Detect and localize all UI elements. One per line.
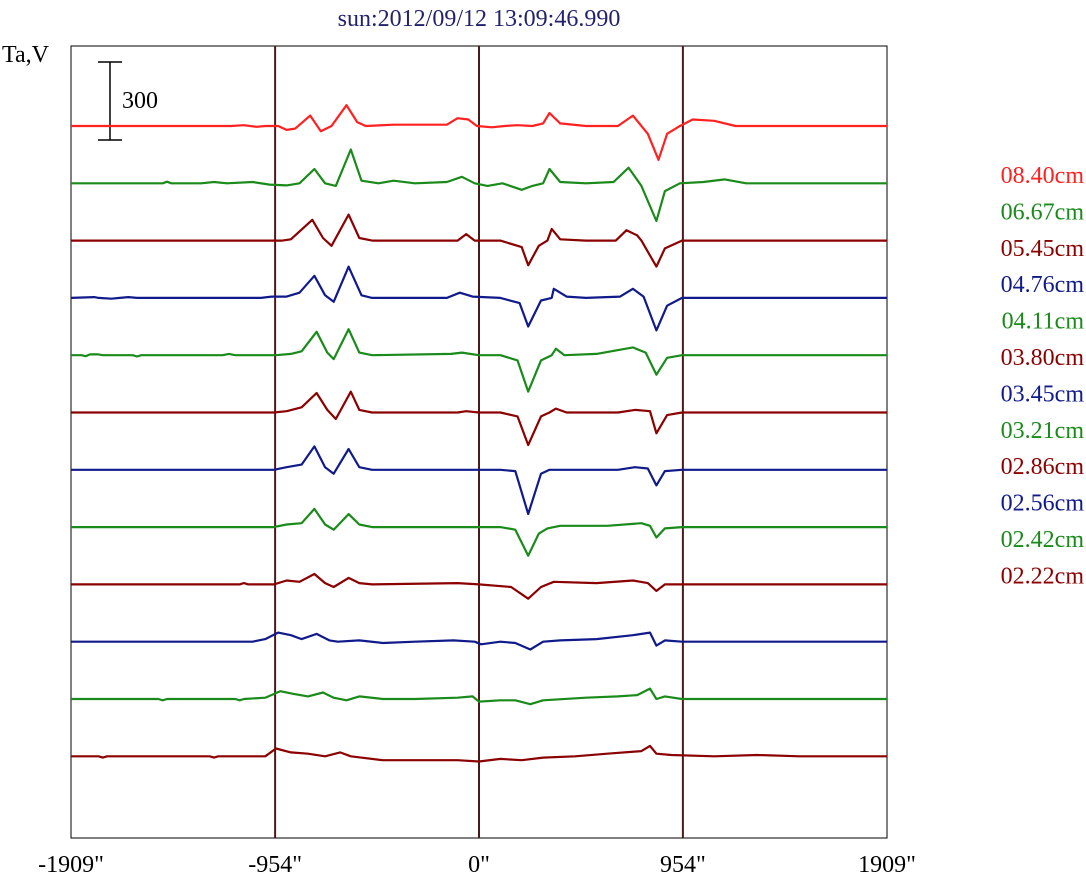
series-line-02.42cm xyxy=(71,687,887,706)
series-line-04.11cm xyxy=(71,328,887,393)
x-tick-labels: -1909" -954" 0" 954" 1909" xyxy=(38,852,916,878)
legend: 08.40cm 06.67cm 05.45cm 04.76cm 04.11cm 03.80… xyxy=(1001,163,1085,589)
scale-bar: 300 xyxy=(98,61,158,141)
legend-entry-5: 03.80cm xyxy=(1001,345,1085,371)
legend-entry-7: 03.21cm xyxy=(1001,418,1085,444)
series-traces xyxy=(70,104,887,763)
x-tick-label-4: 1909" xyxy=(858,852,916,878)
legend-entry-10: 02.42cm xyxy=(1001,527,1085,553)
x-tick-label-1: -954" xyxy=(248,852,302,878)
legend-entry-4: 04.11cm xyxy=(1002,309,1085,335)
x-tick-label-2: 0" xyxy=(468,852,490,878)
x-tick-label-0: -1909" xyxy=(38,852,104,878)
legend-entry-0: 08.40cm xyxy=(1001,163,1085,189)
series-line-05.45cm xyxy=(71,213,887,268)
series-line-03.80cm xyxy=(71,390,887,447)
series-line-04.76cm xyxy=(70,265,887,332)
legend-entry-6: 03.45cm xyxy=(1001,381,1085,407)
legend-entry-11: 02.22cm xyxy=(1001,563,1085,589)
series-line-06.67cm xyxy=(71,148,887,223)
scale-bar-label: 300 xyxy=(122,88,158,114)
chart-title: sun:2012/09/12 13:09:46.990 xyxy=(338,6,621,32)
series-line-08.40cm xyxy=(71,104,887,161)
legend-entry-9: 02.56cm xyxy=(1001,491,1085,517)
legend-entry-8: 02.86cm xyxy=(1001,454,1085,480)
y-axis-label: Ta,V xyxy=(2,42,50,68)
series-line-03.21cm xyxy=(71,507,887,557)
series-line-03.45cm xyxy=(71,445,887,516)
series-line-02.56cm xyxy=(71,631,887,651)
legend-entry-2: 05.45cm xyxy=(1001,236,1085,262)
x-tick-label-3: 954" xyxy=(660,852,706,878)
reference-lines xyxy=(274,46,684,838)
series-line-02.86cm xyxy=(71,572,887,600)
legend-entry-1: 06.67cm xyxy=(1001,199,1085,225)
legend-entry-3: 04.76cm xyxy=(1001,272,1085,298)
series-line-02.22cm xyxy=(71,744,887,763)
